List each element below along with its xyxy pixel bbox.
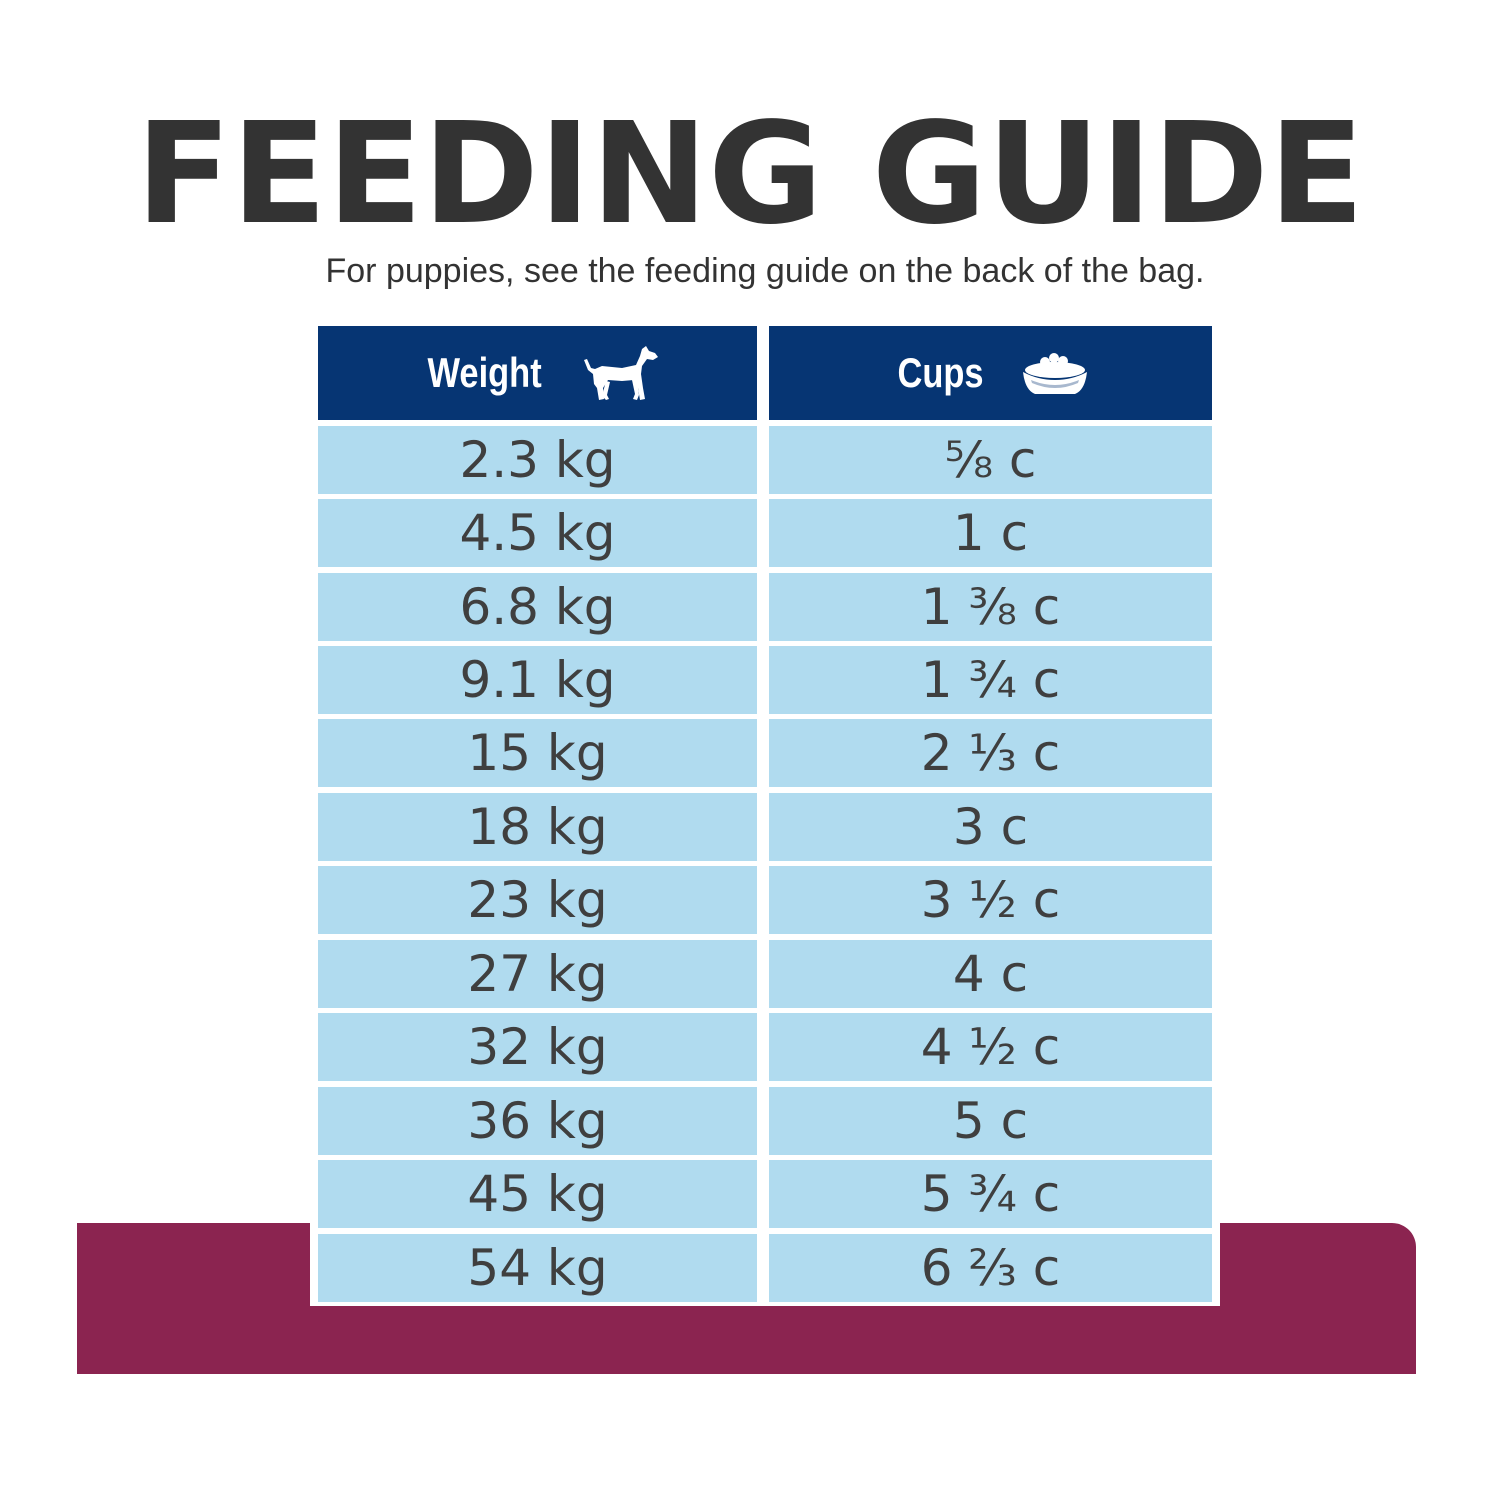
weight-cell: 6.8 kg — [318, 573, 757, 641]
cups-cell: 6 ⅔ c — [769, 1234, 1212, 1302]
weight-cell: 18 kg — [318, 793, 757, 861]
weight-cell: 23 kg — [318, 866, 757, 934]
cups-cell: 2 ⅓ c — [769, 719, 1212, 787]
weight-cell: 36 kg — [318, 1087, 757, 1155]
weight-cell: 32 kg — [318, 1013, 757, 1081]
cups-cell: 1 ⅜ c — [769, 573, 1212, 641]
header-cups: Cups — [769, 326, 1212, 420]
page-subtitle: For puppies, see the feeding guide on th… — [325, 252, 1205, 290]
cups-cell: 1 c — [769, 499, 1212, 567]
cups-cell: 4 ½ c — [769, 1013, 1212, 1081]
weight-cell: 27 kg — [318, 940, 757, 1008]
header-cups-label: Cups — [897, 349, 984, 396]
header-weight: Weight — [318, 326, 757, 420]
page-title: FEEDING GUIDE — [135, 93, 1365, 256]
weight-cell: 2.3 kg — [318, 426, 757, 494]
cups-cell: 3 c — [769, 793, 1212, 861]
cups-cell: 4 c — [769, 940, 1212, 1008]
weight-cell: 15 kg — [318, 719, 757, 787]
cups-cell: 3 ½ c — [769, 866, 1212, 934]
header-weight-label: Weight — [427, 349, 542, 396]
cups-cell: ⅝ c — [769, 426, 1212, 494]
weight-cell: 4.5 kg — [318, 499, 757, 567]
weight-cell: 54 kg — [318, 1234, 757, 1302]
weight-cell: 45 kg — [318, 1160, 757, 1228]
food-bowl-icon — [1017, 348, 1093, 398]
weight-cell: 9.1 kg — [318, 646, 757, 714]
cups-cell: 5 c — [769, 1087, 1212, 1155]
cups-cell: 5 ¾ c — [769, 1160, 1212, 1228]
dog-icon — [582, 344, 660, 402]
cups-cell: 1 ¾ c — [769, 646, 1212, 714]
